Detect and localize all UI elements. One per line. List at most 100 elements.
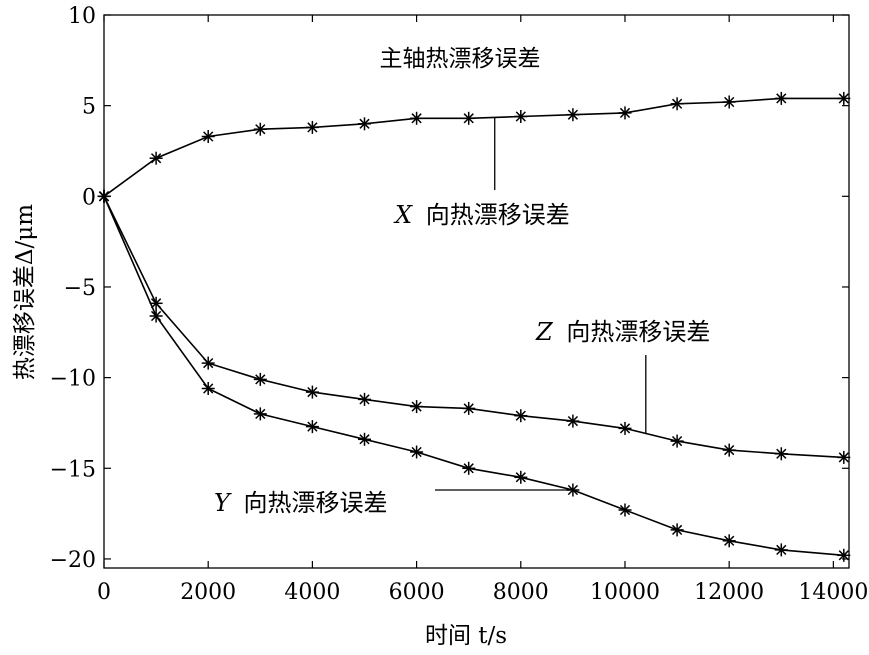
series-line-2 [103,195,844,459]
annotation-y: Y 向热漂移误差 [214,489,387,517]
marker-stroke [359,394,370,405]
data-point [358,117,371,131]
marker-stroke [671,524,683,536]
data-point [358,392,371,406]
data-point [253,407,267,421]
marker-stroke [411,113,422,124]
data-point [253,372,267,386]
marker-stroke [98,191,110,202]
data-point [462,111,476,125]
data-point [514,409,528,423]
x-tick-label: 8000 [493,580,549,605]
data-point [201,130,215,143]
data-point [358,432,371,446]
marker-stroke [838,452,849,463]
marker-stroke [150,153,162,164]
marker-stroke [359,118,370,129]
marker-stroke [359,434,370,445]
data-point [462,461,476,475]
marker-stroke [724,535,735,546]
annotation-x: X 向热漂移误差 [393,201,570,229]
marker-stroke [567,109,579,120]
marker-stroke [255,408,266,420]
x-tick-label: 0 [97,580,111,605]
marker-stroke [515,472,526,483]
marker-stroke [619,423,631,434]
data-point [462,401,476,415]
annotation-x-axis-letter: X [393,201,413,229]
data-point [837,548,851,562]
x-tick-label: 2000 [180,580,236,605]
data-point [618,503,632,517]
data-point [514,470,528,484]
marker-stroke [567,415,579,427]
data-point [722,443,736,457]
y-tick-label: 5 [82,95,96,120]
marker-stroke [515,410,526,421]
data-point [566,108,580,122]
annotation-z: Z 向热漂移误差 [535,318,710,346]
marker-stroke [463,463,474,474]
data-point [670,523,684,537]
data-point [253,122,267,136]
y-tick-label: −15 [50,457,96,482]
data-point [149,151,163,165]
x-tick-label: 6000 [389,580,445,605]
marker-stroke [411,401,422,412]
data-point [149,309,163,323]
marker-stroke [255,374,266,385]
marker-stroke [307,386,318,398]
marker-stroke [567,484,579,496]
data-point [410,445,424,459]
data-point [305,385,319,399]
axis-ticks: 0 2000 4000 6000 8000 10000 12000 14000 10 5 0 −5 −1… [50,4,869,605]
data-point [514,110,528,123]
annotation-y-axis-letter: Y [214,489,232,517]
series-layer [97,91,851,562]
data-point [149,296,163,310]
data-point [774,543,788,557]
data-point [201,356,215,370]
marker-stroke [203,383,214,394]
data-point [670,434,684,448]
data-point [670,97,684,111]
marker-stroke [307,421,318,432]
data-point [618,421,632,435]
data-point [566,414,580,428]
data-point [774,91,788,105]
y-axis-label: 热漂移误差Δ/μm [12,204,38,380]
y-tick-label: 0 [82,185,96,210]
data-point [722,534,736,548]
y-tick-label: −20 [50,548,96,573]
marker-stroke [307,122,318,133]
data-point [201,382,215,395]
marker-stroke [671,435,683,447]
data-point [722,95,736,109]
marker-stroke [838,93,849,104]
marker-stroke [838,550,849,561]
y-tick-label: −5 [64,276,96,301]
marker-stroke [776,448,787,459]
data-point [566,483,580,497]
marker-stroke [671,98,683,109]
annotation-y-label: 向热漂移误差 [243,489,387,517]
marker-stroke [619,504,631,516]
marker-stroke [150,310,162,322]
data-point [618,106,632,120]
marker-stroke [411,446,422,458]
data-point [305,420,319,434]
marker-stroke [619,107,631,119]
data-point [305,120,319,134]
marker-stroke [255,124,266,135]
marker-stroke [724,96,735,108]
marker-stroke [203,131,214,142]
marker-stroke [150,298,162,309]
marker-stroke [463,113,474,124]
data-point [97,189,111,203]
series-line-0 [103,97,844,197]
data-point [410,400,424,414]
y-tick-label: −10 [50,367,96,392]
data-point [774,447,788,461]
plot-frame [103,14,850,569]
